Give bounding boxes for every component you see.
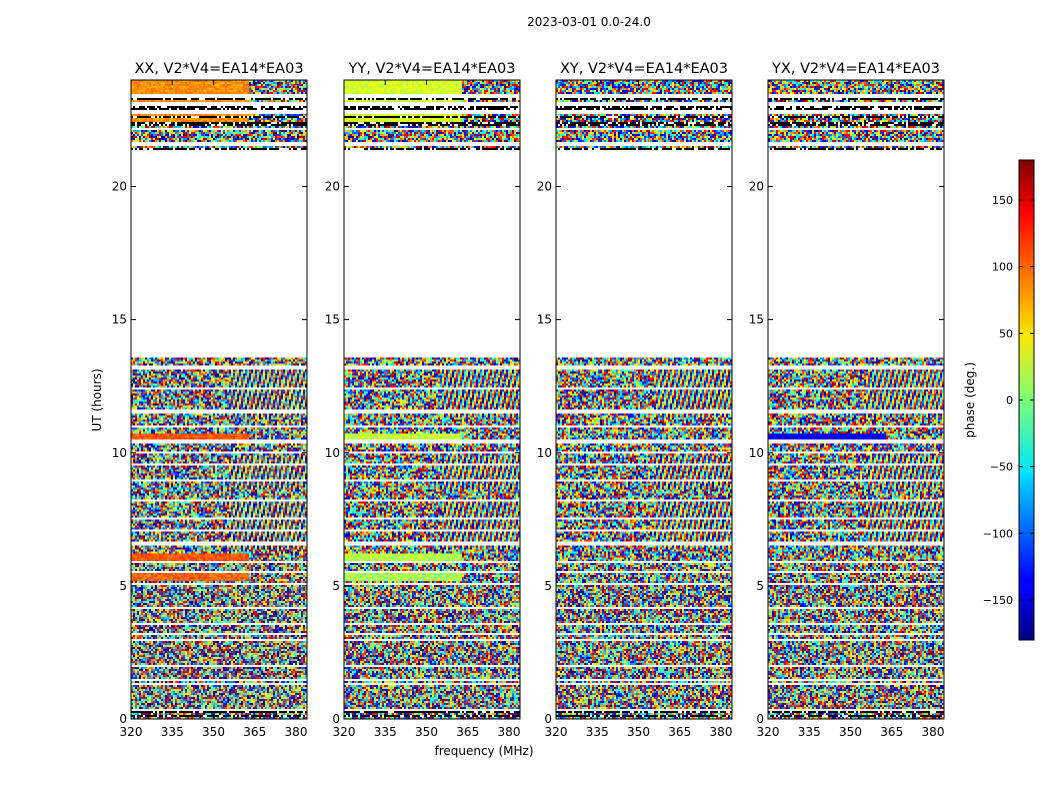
colorbar-tick-label: −100 [983, 527, 1013, 540]
x-axis-label: frequency (MHz) [434, 744, 533, 758]
y-tick-label: 15 [749, 313, 764, 327]
y-tick-label: 10 [537, 446, 552, 460]
colorbar-tick-label: −150 [983, 594, 1013, 607]
y-tick-label: 10 [749, 446, 764, 460]
panel-yx: YX, V2*V4=EA14*EA03 0 5 10 15 20 320 335 350 365 3… [749, 61, 945, 739]
colorbar-tick-label: 0 [1006, 394, 1013, 407]
y-tick-label: 0 [332, 712, 340, 726]
y-tick-label: 0 [544, 712, 552, 726]
x-tick-label: 365 [456, 725, 479, 739]
phase-raster-yy [344, 80, 520, 719]
y-tick-label: 10 [112, 446, 127, 460]
x-tick-label: 350 [202, 725, 225, 739]
x-tick-label: 365 [880, 725, 903, 739]
panel-title-yx: YX, V2*V4=EA14*EA03 [771, 61, 940, 77]
y-tick-label: 20 [325, 180, 340, 194]
panel-frame [555, 79, 733, 720]
panel-yy: YY, V2*V4=EA14*EA03 0 5 10 15 20 320 335 350 365 3… [325, 61, 521, 739]
panel-title-xy: XY, V2*V4=EA14*EA03 [560, 61, 728, 77]
x-tick-label: 350 [627, 725, 650, 739]
y-tick-label: 5 [544, 579, 552, 593]
x-tick-label: 380 [498, 725, 521, 739]
phase-raster-xy [556, 80, 732, 719]
y-tick-label: 20 [749, 180, 764, 194]
figure-title: 2023-03-01 0.0-24.0 [527, 15, 651, 29]
phase-raster-yx [768, 80, 944, 719]
panel-xx: XX, V2*V4=EA14*EA03 0 5 10 15 20 320 335 350 365 3… [112, 61, 308, 739]
x-tick-label: 350 [839, 725, 862, 739]
y-tick-label: 5 [119, 579, 127, 593]
y-tick-label: 15 [112, 313, 127, 327]
colorbar-tick-label: 50 [999, 327, 1013, 340]
y-tick-label: 0 [756, 712, 764, 726]
y-tick-label: 15 [325, 313, 340, 327]
colorbar-tick-label: 150 [992, 194, 1013, 207]
x-tick-label: 335 [374, 725, 397, 739]
y-tick-label: 5 [756, 579, 764, 593]
y-tick-label: 20 [112, 180, 127, 194]
panel-frame [767, 79, 945, 720]
phase-raster-xx [131, 80, 307, 719]
y-axis-label: UT (hours) [90, 368, 104, 431]
x-tick-label: 335 [586, 725, 609, 739]
x-tick-label: 365 [668, 725, 691, 739]
y-tick-label: 10 [325, 446, 340, 460]
colorbar: −150 −100 −50 0 50 100 150 [983, 159, 1035, 641]
panels-group: XX, V2*V4=EA14*EA03 0 5 10 15 20 320 335 350 365 3… [112, 61, 945, 739]
panel-frame [130, 79, 308, 720]
colorbar-tick-label: −50 [990, 461, 1013, 474]
x-tick-label: 350 [415, 725, 438, 739]
y-tick-label: 0 [119, 712, 127, 726]
x-tick-label: 380 [710, 725, 733, 739]
colorbar-label: phase (deg.) [963, 362, 977, 438]
x-tick-label: 335 [161, 725, 184, 739]
x-tick-label: 365 [243, 725, 266, 739]
x-tick-label: 335 [798, 725, 821, 739]
x-tick-label: 320 [333, 725, 356, 739]
x-tick-label: 320 [757, 725, 780, 739]
panel-title-xx: XX, V2*V4=EA14*EA03 [134, 61, 303, 77]
x-tick-label: 320 [120, 725, 143, 739]
panel-title-yy: YY, V2*V4=EA14*EA03 [348, 61, 516, 77]
y-tick-label: 15 [537, 313, 552, 327]
y-tick-label: 20 [537, 180, 552, 194]
x-tick-label: 320 [545, 725, 568, 739]
x-tick-label: 380 [285, 725, 308, 739]
y-tick-label: 5 [332, 579, 340, 593]
colorbar-tick-label: 100 [992, 261, 1013, 274]
panel-xy: XY, V2*V4=EA14*EA03 0 5 10 15 20 320 335 350 365 3… [537, 61, 733, 739]
panel-frame [343, 79, 521, 720]
x-tick-label: 380 [922, 725, 945, 739]
